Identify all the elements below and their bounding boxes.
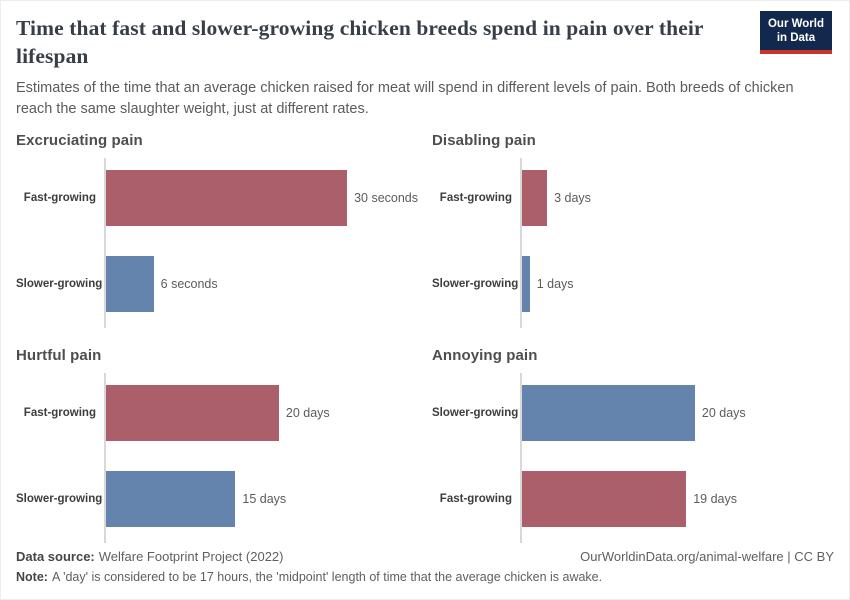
panel-title: Disabling pain	[432, 131, 536, 149]
bar-fast-growing	[521, 470, 687, 527]
bar-track: 1 days	[521, 255, 834, 312]
page-title: Time that fast and slower-growing chicke…	[16, 16, 704, 68]
data-source-value: Welfare Footprint Project (2022)	[98, 549, 284, 564]
note-label: Note:	[16, 570, 48, 584]
panel-excruciating-pain: Excruciating pain Fast-growing 30 second…	[16, 132, 418, 328]
value-label: 30 seconds	[354, 190, 418, 205]
bar-row: Fast-growing 19 days	[432, 470, 834, 527]
data-source: Data source: Welfare Footprint Project (2…	[16, 549, 283, 564]
data-source-label: Data source:	[16, 549, 95, 564]
bar-slower-growing	[105, 255, 154, 312]
bar-track: 15 days	[105, 470, 418, 527]
value-label: 19 days	[693, 491, 737, 506]
bar-track: 20 days	[105, 384, 418, 441]
panel-title: Hurtful pain	[16, 346, 102, 364]
bar-plot: Fast-growing 30 seconds Slower-growing 6…	[16, 157, 418, 328]
bar-slower-growing	[105, 470, 236, 527]
category-label: Fast-growing	[439, 492, 512, 505]
bar-row: Slower-growing 15 days	[16, 470, 418, 527]
panel-disabling-pain: Disabling pain Fast-growing 3 days Slowe…	[432, 132, 834, 328]
bar-track: 3 days	[521, 169, 834, 226]
panel-annoying-pain: Annoying pain Slower-growing 20 days Fas…	[432, 347, 834, 543]
bar-plot: Fast-growing 3 days Slower-growing 1 day…	[432, 157, 834, 328]
note-line: Note: A 'day' is considered to be 17 hour…	[16, 570, 834, 584]
value-label: 6 seconds	[160, 276, 218, 291]
owid-logo: Our World in Data	[759, 11, 832, 54]
bar-track: 19 days	[521, 470, 834, 527]
bar-track: 30 seconds	[105, 169, 418, 226]
panel-title: Annoying pain	[432, 346, 538, 364]
value-label: 20 days	[701, 405, 746, 420]
bar-fast-growing	[105, 169, 348, 226]
chart-footer: Data source: Welfare Footprint Project (2…	[16, 549, 834, 584]
bar-track: 6 seconds	[105, 255, 418, 312]
category-label: Slower-growing	[432, 277, 519, 290]
bar-plot: Fast-growing 20 days Slower-growing 15 d…	[16, 372, 418, 543]
category-label: Fast-growing	[23, 406, 96, 419]
category-label: Slower-growing	[16, 492, 103, 505]
bar-row: Slower-growing 6 seconds	[16, 255, 418, 312]
bar-slower-growing	[521, 255, 530, 312]
value-label: 20 days	[285, 405, 330, 420]
bar-plot: Slower-growing 20 days Fast-growing 19 d…	[432, 372, 834, 543]
note-value: A 'day' is considered to be 17 hours, th…	[51, 570, 603, 584]
panels-grid: Excruciating pain Fast-growing 30 second…	[16, 132, 834, 543]
panel-hurtful-pain: Hurtful pain Fast-growing 20 days Slower…	[16, 347, 418, 543]
bar-row: Fast-growing 3 days	[432, 169, 834, 226]
bar-row: Fast-growing 20 days	[16, 384, 418, 441]
category-label: Fast-growing	[23, 191, 96, 204]
bar-row: Fast-growing 30 seconds	[16, 169, 418, 226]
bar-row: Slower-growing 20 days	[432, 384, 834, 441]
category-label: Slower-growing	[16, 277, 103, 290]
bar-slower-growing	[521, 384, 695, 441]
category-label: Slower-growing	[432, 406, 519, 419]
bar-fast-growing	[105, 384, 279, 441]
credit-line: OurWorldinData.org/animal-welfare | CC B…	[580, 549, 834, 564]
chart-subtitle: Estimates of the time that an average ch…	[16, 79, 794, 117]
chart-header: Time that fast and slower-growing chicke…	[16, 11, 834, 120]
panel-title: Excruciating pain	[16, 131, 143, 149]
value-label: 1 days	[536, 276, 574, 291]
value-label: 3 days	[554, 190, 591, 205]
source-row: Data source: Welfare Footprint Project (2…	[16, 549, 834, 564]
bar-row: Slower-growing 1 days	[432, 255, 834, 312]
bar-fast-growing	[521, 169, 548, 226]
owid-logo-line2: in Data	[776, 32, 816, 45]
owid-logo-line1: Our World	[767, 18, 824, 30]
value-label: 15 days	[242, 491, 287, 506]
bar-track: 20 days	[521, 384, 834, 441]
category-label: Fast-growing	[439, 191, 512, 204]
